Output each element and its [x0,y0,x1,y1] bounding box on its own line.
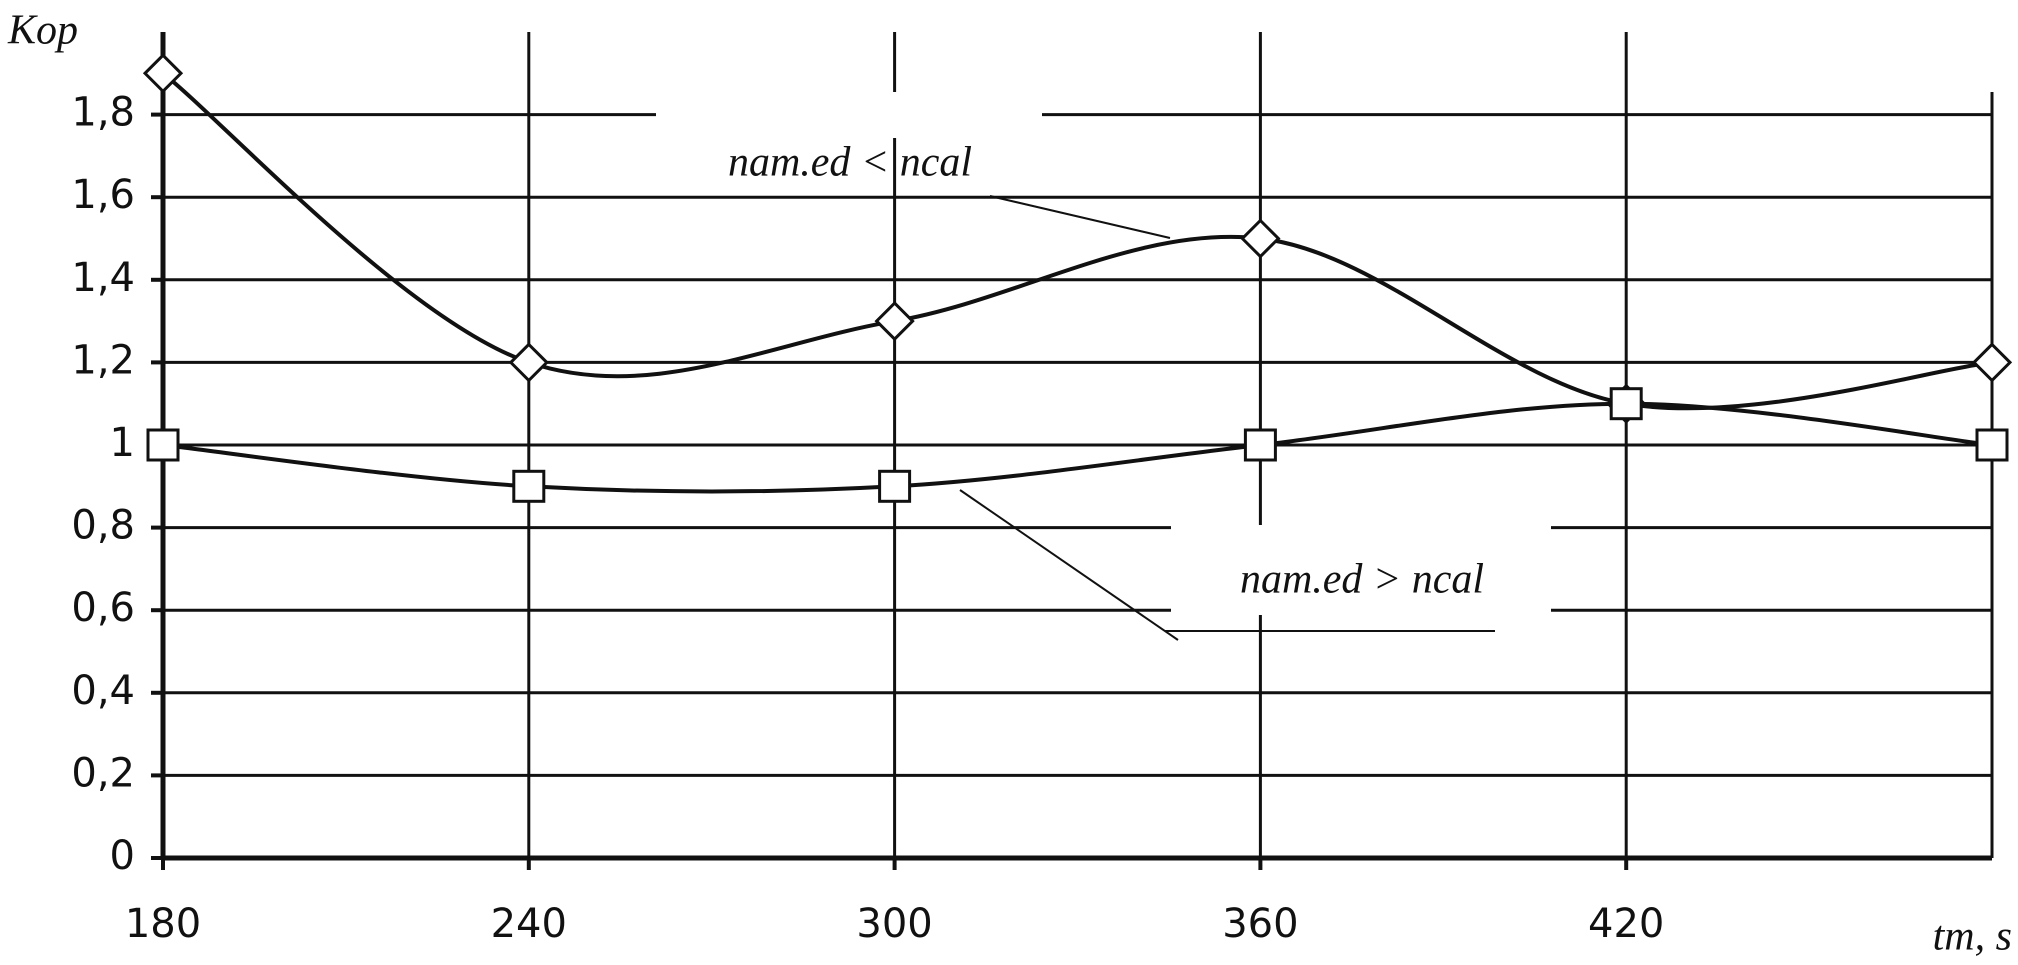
x-axis-label: tm, s [1933,914,2012,960]
marker-diamond [508,342,549,383]
x-tick-label: 420 [1588,901,1664,947]
leader-line [989,195,1171,239]
y-tick-label: 1,2 [71,337,135,383]
y-tick-label: 1 [110,420,135,466]
marker-diamond [1971,342,2013,383]
label-bg [1171,525,1551,615]
marker-square [878,469,912,503]
y-tick-label: 1,6 [71,172,135,218]
marker-square [1975,428,2009,462]
label-bg [656,92,1042,138]
x-tick-label: 240 [491,901,567,947]
marker-square [1609,387,1643,421]
y-tick-label: 0,6 [71,585,135,631]
y-tick-label: 0,8 [71,503,135,549]
marker-square [1243,428,1277,462]
y-tick-label: 0,4 [71,668,135,714]
leader-line [959,489,1179,641]
marker-diamond [874,300,915,342]
x-tick-label: 300 [856,901,932,947]
y-tick-label: 1,4 [71,255,135,301]
y-tick-label: 1,8 [71,90,135,136]
y-axis-label: Kop [7,8,78,54]
marker-square [512,469,546,503]
marker-diamond [1240,218,1281,259]
series-line [161,71,1993,411]
series-label: nam.ed < ncal [728,140,972,186]
series-label: nam.ed > ncal [1240,557,1484,603]
marker-diamond [142,53,184,94]
marker-square [146,428,180,462]
series-line [162,401,1993,494]
y-tick-label: 0 [110,833,135,879]
y-tick-label: 0,2 [71,750,135,796]
x-tick-label: 360 [1222,901,1298,947]
x-tick-label: 180 [125,901,201,947]
